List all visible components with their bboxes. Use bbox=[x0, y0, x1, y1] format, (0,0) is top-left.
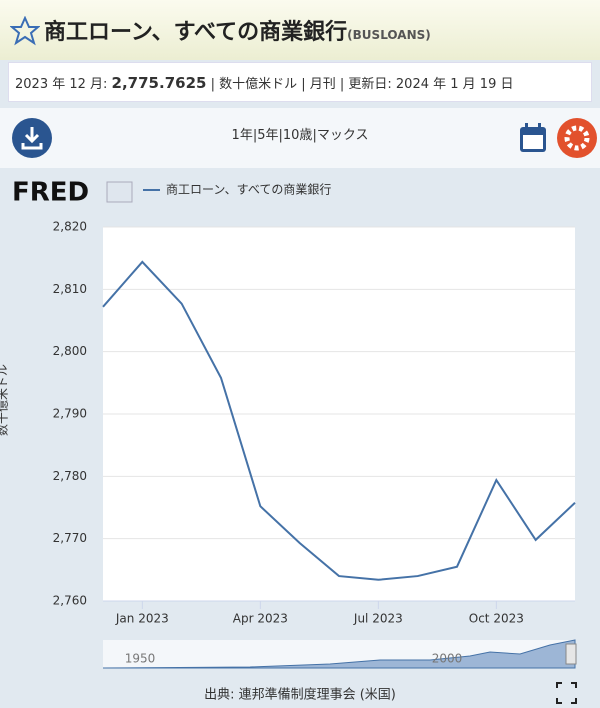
y-tick-label: 2,820 bbox=[53, 220, 87, 234]
navigator-label: 2000 bbox=[432, 652, 463, 666]
range-buttons: 1年|5年|10歳|マックス bbox=[0, 124, 600, 143]
y-tick-label: 2,810 bbox=[53, 282, 87, 296]
range-button[interactable]: 1年 bbox=[231, 128, 253, 143]
download-button[interactable] bbox=[12, 118, 52, 158]
navigator-label: 1950 bbox=[125, 652, 156, 666]
calendar-button[interactable] bbox=[518, 122, 548, 154]
range-button[interactable]: マックス bbox=[316, 128, 369, 143]
y-tick-label: 2,790 bbox=[53, 407, 87, 421]
title-text: 商工ローン、すべての商業銀行 bbox=[44, 20, 348, 45]
info-date: 2023 年 12 月: bbox=[15, 77, 108, 92]
data-line bbox=[102, 260, 576, 581]
logo: FRED bbox=[12, 178, 89, 208]
x-tick-label: Apr 2023 bbox=[233, 612, 288, 626]
source: 出典: 連邦準備制度理事会 (米国) bbox=[204, 687, 396, 703]
info-bar: 2023 年 12 月: 2,775.7625 | 数十億米ドル | 月刊 | … bbox=[8, 62, 592, 102]
legend-label: 商工ローン、すべての商業銀行 bbox=[166, 182, 331, 197]
x-tick-label: Oct 2023 bbox=[469, 612, 524, 626]
logo-icon bbox=[106, 181, 133, 203]
info-details: | 数十億米ドル | 月刊 | 更新日: 2024 年 1 月 19 日 bbox=[210, 77, 514, 92]
y-axis-label: 数十億米ドル bbox=[0, 364, 10, 436]
range-button[interactable]: 10歳 bbox=[282, 128, 313, 143]
separator: | bbox=[278, 128, 283, 143]
settings-button[interactable] bbox=[557, 118, 597, 158]
info-value: 2,775.7625 bbox=[111, 74, 207, 92]
separator: | bbox=[312, 128, 317, 143]
x-tick-label: Jul 2023 bbox=[353, 612, 403, 626]
y-tick-label: 2,760 bbox=[53, 594, 87, 608]
y-tick-label: 2,780 bbox=[53, 469, 87, 483]
navigator-handle[interactable] bbox=[565, 643, 577, 665]
x-tick-label: Jan 2023 bbox=[115, 612, 169, 626]
separator: | bbox=[252, 128, 258, 143]
header: 商工ローン、すべての商業銀行(BUSLOANS) bbox=[0, 0, 600, 60]
y-tick-label: 2,770 bbox=[53, 531, 87, 545]
title: 商工ローン、すべての商業銀行(BUSLOANS) bbox=[44, 14, 431, 46]
fullscreen-button[interactable] bbox=[556, 682, 577, 704]
range-button[interactable]: 5年 bbox=[257, 128, 279, 143]
series-id: (BUSLOANS) bbox=[347, 28, 431, 42]
y-tick-label: 2,800 bbox=[53, 344, 87, 358]
star-icon[interactable] bbox=[10, 16, 40, 46]
toolbar: 1年|5年|10歳|マックス bbox=[0, 108, 600, 168]
